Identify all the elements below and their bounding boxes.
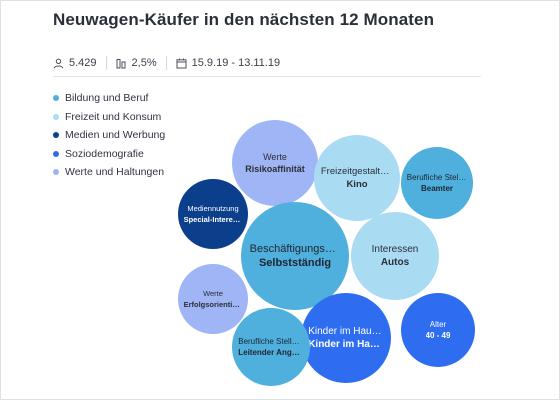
stat-separator: [105, 56, 107, 70]
stat-share-value: 2,5%: [131, 57, 157, 69]
bubble-category: Berufliche Stellu…: [238, 337, 304, 346]
legend-label: Soziodemografie: [65, 147, 144, 160]
bubble-category: Mediennutzung: [187, 204, 239, 213]
bubble-value: Erfolgsorientier…: [183, 300, 243, 309]
legend-item-soziodemografie[interactable]: Soziodemografie: [53, 145, 165, 164]
legend-label: Medien und Werbung: [65, 129, 166, 142]
bubble-value: Special-Interest…: [183, 215, 243, 224]
stat-separator: [165, 56, 167, 70]
bubble-category: Werte: [203, 289, 223, 298]
legend-dot: [53, 95, 59, 102]
legend-label: Freizeit und Konsum: [65, 110, 162, 123]
stat-count-value: 5.429: [69, 57, 97, 69]
header-divider: [53, 76, 481, 77]
page-title: Neuwagen-Käufer in den nächsten 12 Monat…: [53, 10, 435, 29]
bubble-freizeit-kino[interactable]: Freizeitgestaltung Kino: [314, 135, 400, 221]
bubble-kinder-im-haushalt[interactable]: Kinder im Haus… Kinder im Haus…: [301, 293, 391, 383]
legend-dot: [53, 150, 59, 157]
bar-chart-icon: [116, 58, 127, 69]
person-icon: [53, 58, 64, 69]
bubble-werte-risikoaffinitaet[interactable]: Werte Risikoaffinität: [232, 120, 318, 206]
bubble-beruf-leitender-angestellter[interactable]: Berufliche Stellu… Leitender Ange…: [232, 308, 310, 386]
legend-dot: [53, 169, 59, 176]
stat-date-range: 15.9.19 - 13.11.19: [176, 57, 280, 69]
bubble-interessen-autos[interactable]: Interessen Autos: [351, 212, 439, 300]
bubble-category: Interessen: [371, 244, 419, 255]
bubble-value: Leitender Ange…: [238, 348, 304, 357]
legend-item-bildung[interactable]: Bildung und Beruf: [53, 89, 165, 108]
stat-count: 5.429: [53, 57, 97, 69]
bubble-value: Kino: [346, 179, 368, 190]
bubble-category: Freizeitgestaltung: [320, 166, 394, 177]
bubble-category: Werte: [263, 152, 287, 162]
bubble-category: Beschäftigungssta…: [249, 243, 341, 255]
bubble-werte-erfolgsorientierung[interactable]: Werte Erfolgsorientier…: [178, 264, 248, 334]
bubble-value: Kinder im Haus…: [308, 339, 384, 350]
bubble-value: 40 - 49: [425, 331, 451, 340]
bubble-value: Autos: [380, 257, 410, 268]
legend-dot: [53, 113, 59, 120]
stats-bar: 5.429 2,5% 15.9.19 - 13.11.1: [53, 55, 280, 71]
legend-dot: [53, 132, 59, 139]
bubble-category: Alter: [429, 320, 447, 329]
legend-label: Werte und Haltungen: [65, 166, 165, 179]
bubble-value: Selbstständig: [258, 257, 332, 269]
bubble-beschaeftigung-selbststaendig[interactable]: Beschäftigungssta… Selbstständig: [241, 202, 349, 310]
bubble-category: Kinder im Haus…: [308, 326, 384, 337]
bubble-beruf-beamter[interactable]: Berufliche Stellu… Beamter: [401, 147, 473, 219]
stat-share: 2,5%: [116, 57, 157, 69]
bubble-alter[interactable]: Alter 40 - 49: [401, 293, 475, 367]
bubble-medien-special-interest[interactable]: Mediennutzung Special-Interest…: [178, 179, 248, 249]
bubble-value: Risikoaffinität: [245, 164, 305, 174]
stat-date-range-value: 15.9.19 - 13.11.19: [191, 57, 281, 69]
legend-item-medien[interactable]: Medien und Werbung: [53, 126, 165, 145]
bubble-value: Beamter: [420, 184, 453, 193]
legend: Bildung und Beruf Freizeit und Konsum Me…: [53, 89, 165, 182]
legend-label: Bildung und Beruf: [65, 92, 149, 105]
bubble-category: Berufliche Stellu…: [406, 173, 468, 182]
legend-item-werte[interactable]: Werte und Haltungen: [53, 163, 165, 182]
legend-item-freizeit[interactable]: Freizeit und Konsum: [53, 108, 165, 127]
calendar-icon: [176, 58, 187, 69]
